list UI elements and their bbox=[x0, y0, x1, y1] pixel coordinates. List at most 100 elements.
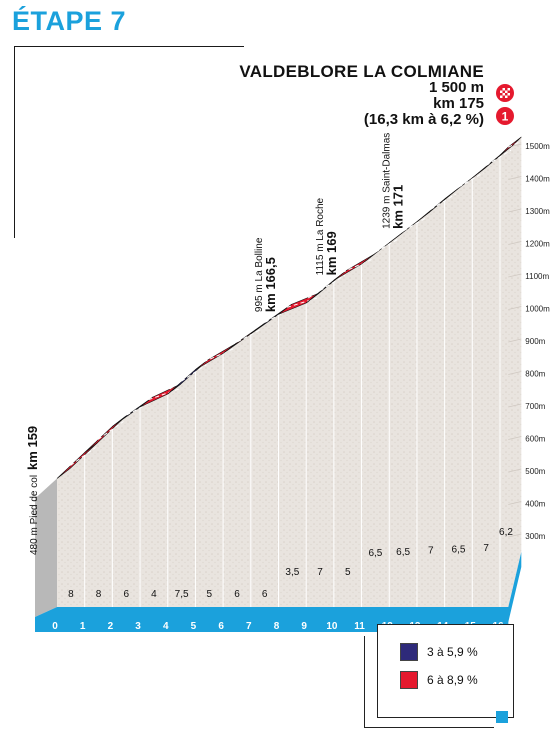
alt-grid-line bbox=[508, 403, 522, 408]
waypoint-km: km 166,5 bbox=[263, 257, 278, 312]
waypoint-km: km 169 bbox=[324, 231, 339, 275]
y-tick-label: 700m bbox=[525, 402, 545, 411]
km-grade-label: 8 bbox=[68, 589, 74, 600]
summit-altitude: 1 500 m bbox=[428, 79, 484, 96]
ribbon-center-line bbox=[446, 172, 484, 195]
km-grade-label: 7 bbox=[317, 567, 323, 578]
km-grade-label: 3,5 bbox=[285, 567, 299, 578]
legend-label-blue: 3 à 5,9 % bbox=[427, 645, 478, 659]
legend-item-red: 6 à 8,9 % bbox=[400, 671, 478, 689]
x-tick-label: 6 bbox=[218, 621, 224, 632]
legend-swatch-blue bbox=[400, 643, 418, 661]
base-strip bbox=[35, 552, 522, 632]
x-tick-label: 11 bbox=[354, 621, 365, 632]
km-grade-label: 7 bbox=[483, 543, 489, 554]
x-tick-label: 3 bbox=[135, 621, 141, 632]
x-tick-label: 8 bbox=[274, 621, 280, 632]
profile-left-wall bbox=[35, 478, 57, 617]
km-grade-label: 7,5 bbox=[175, 589, 189, 600]
km-grade-label: 5 bbox=[345, 567, 351, 578]
stage-title: ÉTAPE 7 bbox=[12, 6, 127, 36]
alt-grid-line bbox=[508, 338, 522, 343]
y-tick-label: 300m bbox=[525, 532, 545, 541]
waypoint-altitude-place: 1239 m Saint-Dalmas bbox=[381, 133, 392, 229]
alt-grid-line bbox=[508, 501, 522, 505]
terrain-area bbox=[57, 137, 522, 607]
x-tick-label: 2 bbox=[108, 621, 114, 632]
ribbon-center-line bbox=[86, 421, 124, 448]
summit-name: VALDEBLORE LA COLMIANE bbox=[239, 62, 484, 81]
alt-grid-line bbox=[508, 533, 522, 538]
x-tick-label: 7 bbox=[246, 621, 252, 632]
category-badge-label: 1 bbox=[502, 110, 509, 124]
x-tick-label: 9 bbox=[301, 621, 307, 632]
km-grade-label: 4 bbox=[151, 589, 157, 600]
x-tick-label: 5 bbox=[191, 621, 197, 632]
ribbon-center-line bbox=[501, 141, 520, 151]
y-tick-label: 1400m bbox=[525, 175, 550, 184]
legend-shadow-bottom bbox=[364, 727, 494, 728]
km-grade-label: 7 bbox=[428, 546, 434, 557]
ribbon-center-line bbox=[58, 447, 97, 474]
waypoint-altitude-place: 1115 m La Roche bbox=[315, 197, 326, 275]
legend-label-red: 6 à 8,9 % bbox=[427, 673, 478, 687]
y-tick-label: 400m bbox=[525, 500, 545, 509]
waypoint-km: km 171 bbox=[390, 185, 405, 229]
y-tick-label: 1100m bbox=[525, 272, 549, 281]
km-grade-label: 8 bbox=[96, 589, 102, 600]
waypoint-altitude-place: 995 m La Bolline bbox=[254, 237, 265, 312]
summit-info: VALDEBLORE LA COLMIANE 1 500 m km 175 (1… bbox=[239, 62, 484, 128]
alt-grid-line bbox=[508, 176, 522, 180]
y-tick-label: 1300m bbox=[525, 207, 550, 216]
alt-grid-line bbox=[508, 208, 522, 213]
km-grade-label: 6,2 bbox=[499, 527, 513, 538]
y-tick-label: 800m bbox=[525, 370, 545, 379]
waypoint-annotation: 480 m Pied de col km 159 bbox=[25, 426, 40, 555]
summit-gradient: (16,3 km à 6,2 %) bbox=[363, 111, 484, 128]
x-tick-label: 0 bbox=[52, 621, 58, 632]
waypoint-altitude-place: 480 m Pied de col bbox=[29, 475, 40, 555]
y-tick-label: 500m bbox=[525, 467, 545, 476]
category-badge-icon: 1 bbox=[496, 107, 514, 125]
title-rule bbox=[14, 46, 244, 47]
waypoint-km: km 159 bbox=[25, 426, 40, 470]
alt-grid-line bbox=[508, 306, 522, 310]
legend-swatch-red bbox=[400, 671, 418, 689]
km-grade-label: 5 bbox=[207, 589, 213, 600]
summit-km: km 175 bbox=[433, 95, 484, 112]
ribbon-center-line bbox=[307, 274, 346, 299]
y-tick-label: 1500m bbox=[525, 142, 550, 151]
ribbon-center-line bbox=[473, 149, 512, 174]
km-grade-label: 6,5 bbox=[396, 547, 410, 558]
checkered-flag-icon bbox=[496, 84, 514, 102]
x-tick-label: 10 bbox=[326, 621, 338, 632]
x-tick-label: 4 bbox=[163, 621, 169, 632]
km-grade-label: 6,5 bbox=[368, 548, 382, 559]
ribbon-center-line bbox=[418, 193, 456, 218]
ribbon-center-line bbox=[363, 237, 401, 260]
corner-square bbox=[496, 711, 508, 723]
alt-grid-line bbox=[508, 273, 522, 278]
ribbon-center-line bbox=[390, 216, 429, 239]
km-grade-label: 6,5 bbox=[452, 544, 466, 555]
km-grade-label: 6 bbox=[262, 589, 268, 600]
km-grade-label: 6 bbox=[234, 589, 240, 600]
km-grade-label: 6 bbox=[123, 589, 129, 600]
alt-grid-line bbox=[508, 436, 522, 440]
legend-item-blue: 3 à 5,9 % bbox=[400, 643, 478, 661]
y-tick-label: 600m bbox=[525, 435, 545, 444]
x-tick-label: 1 bbox=[80, 621, 86, 632]
y-tick-label: 1200m bbox=[525, 240, 550, 249]
y-tick-label: 1000m bbox=[525, 305, 550, 314]
legend-shadow-left bbox=[364, 636, 365, 728]
title-rule-vertical bbox=[14, 46, 15, 238]
alt-grid-line bbox=[508, 371, 522, 375]
alt-grid-line bbox=[508, 468, 522, 473]
alt-grid-line bbox=[508, 241, 522, 245]
ribbon-center-line bbox=[169, 364, 207, 390]
legend: 3 à 5,9 % 6 à 8,9 % bbox=[377, 624, 514, 718]
